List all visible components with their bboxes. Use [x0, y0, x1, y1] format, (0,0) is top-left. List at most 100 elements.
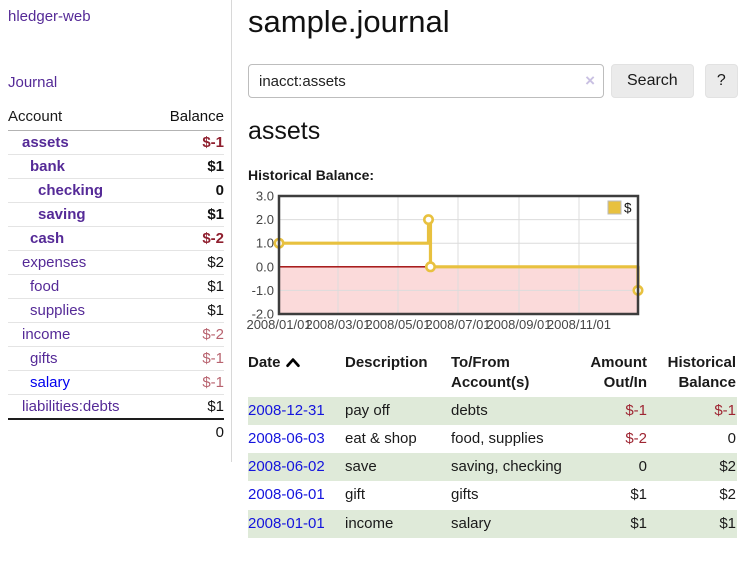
- account-balance: $-1: [153, 370, 224, 395]
- register-row: 2008-06-02 save saving, checking 0 $2: [248, 453, 737, 482]
- transaction-amount: $-2: [625, 429, 647, 447]
- svg-text:1.0: 1.0: [256, 236, 274, 251]
- transaction-description: save: [345, 458, 377, 476]
- svg-text:3.0: 3.0: [256, 189, 274, 204]
- account-link-checking[interactable]: checking: [38, 182, 104, 199]
- historical-balance-chart: 3.0 2.0 1.0 0.0 -1.0 -2.02008/01/012008/03/01…: [246, 189, 644, 332]
- transaction-description: gift: [345, 486, 366, 504]
- account-row: income $-2: [8, 322, 224, 347]
- svg-text:2008/03/01: 2008/03/01: [305, 317, 370, 332]
- transaction-balance: $2: [719, 458, 736, 476]
- accounts-header: To/From Account(s): [451, 354, 530, 391]
- account-heading: assets: [248, 117, 321, 145]
- transaction-amount: $1: [630, 486, 647, 504]
- accounts-total-row: 0: [8, 418, 224, 444]
- transaction-accounts: debts: [451, 401, 488, 419]
- account-balance: $1: [153, 274, 224, 299]
- account-row: expenses $2: [8, 250, 224, 275]
- register-row: 2008-12-31 pay off debts $-1 $-1: [248, 396, 737, 425]
- account-link-saving[interactable]: saving: [38, 206, 86, 223]
- transaction-amount: $1: [630, 514, 647, 532]
- transaction-balance: $2: [719, 486, 736, 504]
- sidebar-item-journal[interactable]: Journal: [8, 74, 58, 91]
- svg-text:$: $: [624, 201, 632, 216]
- transaction-accounts: saving, checking: [451, 458, 562, 476]
- help-button[interactable]: ?: [704, 64, 738, 98]
- transaction-accounts: gifts: [451, 486, 479, 504]
- brand-link[interactable]: hledger-web: [8, 8, 91, 25]
- transaction-accounts: food, supplies: [451, 429, 544, 447]
- account-balance: $-2: [153, 322, 224, 347]
- account-balance: $-1: [153, 346, 224, 371]
- transaction-description: eat & shop: [345, 429, 417, 447]
- account-balance: $2: [153, 250, 224, 275]
- transaction-description: income: [345, 514, 394, 532]
- account-link-income[interactable]: income: [22, 326, 71, 343]
- transaction-balance: $1: [719, 514, 736, 532]
- account-row: checking 0: [8, 178, 224, 203]
- accounts-total-value: 0: [153, 418, 224, 444]
- transaction-amount: $-1: [625, 401, 647, 419]
- account-link-liabilities-debts[interactable]: liabilities:debts: [22, 398, 120, 415]
- account-link-food[interactable]: food: [30, 278, 60, 295]
- register-header-row: Date Description To/From Account(s) Amou…: [248, 351, 737, 397]
- clear-search-icon[interactable]: ×: [585, 71, 595, 90]
- account-balance: $-1: [153, 130, 224, 155]
- search-bar: × Search ?: [248, 64, 738, 98]
- account-link-supplies[interactable]: supplies: [30, 302, 86, 319]
- transaction-date-link[interactable]: 2008-06-03: [248, 429, 325, 447]
- page-title: sample.journal: [248, 4, 450, 39]
- main-content: sample.journal × Search ? assets Histori…: [246, 0, 738, 538]
- account-balance: 0: [153, 178, 224, 203]
- chart-title: Historical Balance:: [248, 167, 375, 183]
- account-row: assets $-1: [8, 130, 224, 155]
- transaction-date-link[interactable]: 2008-01-01: [248, 514, 325, 532]
- account-link-gifts[interactable]: gifts: [30, 350, 58, 367]
- chart-legend: $: [607, 200, 632, 216]
- transaction-balance: $-1: [714, 401, 736, 419]
- account-balance: $1: [153, 394, 224, 420]
- sidebar: hledger-web Journal Account Balance asse…: [0, 0, 232, 462]
- account-row: cash $-2: [8, 226, 224, 251]
- svg-text:2.0: 2.0: [256, 212, 274, 227]
- account-link-cash[interactable]: cash: [30, 230, 65, 247]
- account-row: bank $1: [8, 154, 224, 179]
- svg-text:2008/11/01: 2008/11/01: [547, 317, 611, 332]
- date-sort-header[interactable]: Date: [248, 353, 341, 373]
- transaction-date-link[interactable]: 2008-12-31: [248, 401, 325, 419]
- description-header: Description: [345, 354, 428, 371]
- account-balance: $1: [153, 154, 224, 179]
- svg-text:2008/09/01: 2008/09/01: [486, 317, 551, 332]
- balance-header: Historical Balance: [667, 354, 736, 391]
- account-row: supplies $1: [8, 298, 224, 323]
- account-link-assets[interactable]: assets: [22, 134, 69, 151]
- accounts-table-header: Account Balance: [8, 104, 224, 131]
- account-row: liabilities:debts $1: [8, 394, 224, 420]
- account-balance: $1: [153, 298, 224, 323]
- sort-ascending-icon: [285, 358, 300, 368]
- account-link-bank[interactable]: bank: [30, 158, 66, 175]
- search-input[interactable]: [248, 64, 604, 98]
- account-row: salary $-1: [8, 370, 224, 395]
- account-link-salary[interactable]: salary: [30, 374, 71, 391]
- transaction-description: pay off: [345, 401, 390, 419]
- balance-column-header: Balance: [153, 104, 224, 131]
- account-balance: $-2: [153, 226, 224, 251]
- account-row: gifts $-1: [8, 346, 224, 371]
- svg-text:2008/07/01: 2008/07/01: [425, 317, 490, 332]
- svg-text:-2.0: -2.0: [252, 307, 274, 322]
- svg-text:2008/05/01: 2008/05/01: [365, 317, 430, 332]
- amount-header: Amount Out/In: [590, 354, 647, 391]
- register-row: 2008-06-01 gift gifts $1 $2: [248, 481, 737, 509]
- register-row: 2008-01-01 income salary $1 $1: [248, 509, 737, 538]
- svg-text:0.0: 0.0: [256, 259, 274, 274]
- account-row: food $1: [8, 274, 224, 299]
- svg-text:2008/01/01: 2008/01/01: [246, 317, 311, 332]
- account-link-expenses[interactable]: expenses: [22, 254, 87, 271]
- transaction-date-link[interactable]: 2008-06-02: [248, 458, 325, 476]
- transaction-date-link[interactable]: 2008-06-01: [248, 486, 325, 504]
- svg-text:-1.0: -1.0: [252, 283, 274, 298]
- register-row: 2008-06-03 eat & shop food, supplies $-2…: [248, 425, 737, 453]
- date-header-label: Date: [248, 354, 281, 371]
- search-button[interactable]: Search: [611, 64, 694, 98]
